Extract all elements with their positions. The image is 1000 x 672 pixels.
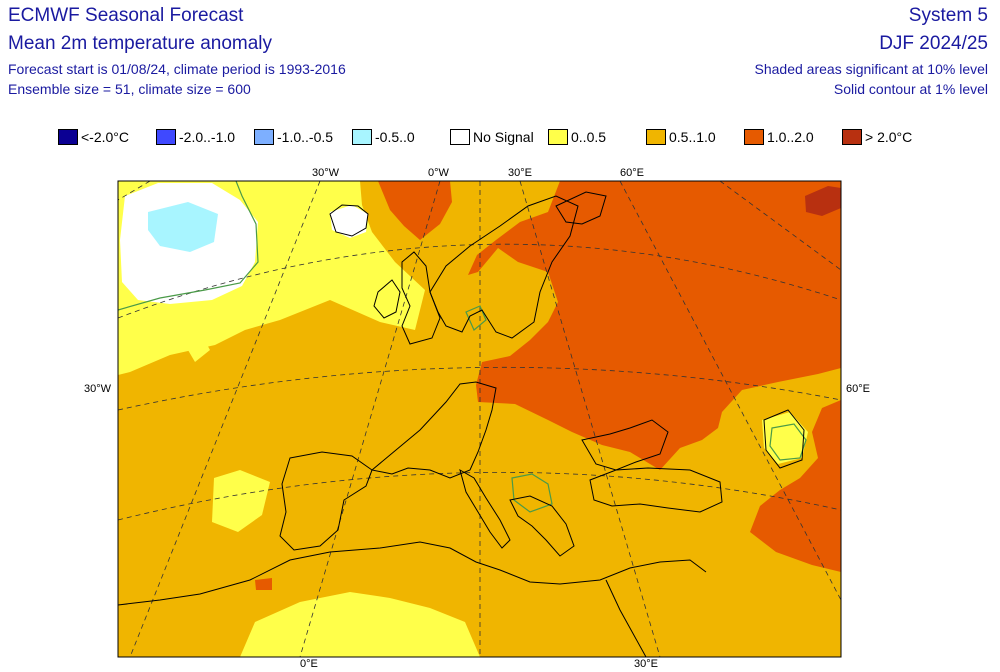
graticule-longitude-line (299, 181, 441, 657)
ensemble-size-text: Ensemble size = 51, climate size = 600 (8, 81, 251, 97)
legend-label: 0..0.5 (571, 129, 607, 145)
color-legend: <-2.0°C -2.0..-1.0 -1.0..-0.5 -0.5..0 No… (58, 127, 958, 147)
graticule-label-left: 30°W (84, 383, 112, 395)
legend-label: > 2.0°C (865, 129, 913, 145)
field-1-0-to-2-0-east (468, 181, 841, 470)
graticule-label-top: 60°E (620, 167, 644, 179)
graticule (118, 181, 841, 657)
legend-swatch (156, 129, 176, 145)
contour-note: Solid contour at 1% level (833, 81, 988, 97)
system-label: System 5 (908, 5, 988, 26)
legend-swatch (450, 129, 470, 145)
significance-contour (511, 473, 553, 513)
field-0-to-0-5-patch (185, 332, 210, 362)
legend-item: -0.5..0 (352, 127, 415, 147)
field-0-to-0-5-africa (240, 592, 480, 657)
legend-label: -1.0..-0.5 (277, 129, 334, 145)
forecast-start-text: Forecast start is 01/08/24, climate peri… (8, 61, 346, 77)
coastline-ireland (373, 279, 401, 319)
coastlines (118, 191, 805, 657)
graticule-label-bottom: 0°E (300, 658, 318, 670)
legend-swatch (744, 129, 764, 145)
graticule-latitude-line (118, 471, 841, 521)
legend-item: <-2.0°C (58, 127, 129, 147)
map-frame (117, 180, 842, 658)
significance-note: Shaded areas significant at 10% level (754, 61, 988, 77)
coastline-black-sea (581, 419, 669, 471)
coastline-kola (555, 191, 607, 225)
legend-swatch (548, 129, 568, 145)
graticule-longitude-line (118, 181, 151, 201)
graticule-longitude-line (519, 181, 661, 657)
legend-item: 0.5..1.0 (646, 127, 716, 147)
significance-contour (769, 423, 807, 461)
coastline-anatolia (589, 467, 723, 513)
coastline-italy (459, 468, 511, 549)
graticule-longitude-line (619, 181, 841, 601)
graticule-label-right: 60°E (846, 383, 870, 395)
graticule-latitude-line (118, 366, 841, 411)
legend-label: 1.0..2.0 (767, 129, 814, 145)
legend-swatch (352, 129, 372, 145)
field-1-0-to-2-0-caspian (750, 400, 841, 572)
legend-swatch (646, 129, 666, 145)
legend-item: > 2.0°C (842, 127, 912, 147)
field-minus-0-5-to-0 (148, 202, 218, 252)
graticule-label-bottom: 30°E (634, 658, 658, 670)
legend-label: -2.0..-1.0 (179, 129, 236, 145)
coastline-iberia (279, 451, 373, 551)
legend-label: 0.5..1.0 (669, 129, 716, 145)
coastline-red-sea (605, 579, 647, 657)
legend-swatch (842, 129, 862, 145)
coastline-balkans (509, 495, 575, 557)
legend-label: -0.5..0 (375, 129, 415, 145)
graticule-label-top: 30°E (508, 167, 532, 179)
significance-contour (465, 305, 487, 331)
season-label: DJF 2024/25 (879, 33, 988, 54)
graticule-longitude-line (719, 181, 841, 271)
significance-contours (118, 181, 807, 513)
legend-label: No Signal (473, 129, 534, 145)
legend-label: <-2.0°C (81, 129, 130, 145)
coastline-britain (401, 251, 441, 345)
legend-item: No Signal (450, 127, 534, 147)
map-subtitle: Mean 2m temperature anomaly (8, 33, 273, 54)
legend-item: -2.0..-1.0 (156, 127, 235, 147)
legend-item: -1.0..-0.5 (254, 127, 333, 147)
field-1-0-to-2-0-north-atlantic (378, 181, 452, 240)
coastline-iceland (329, 204, 369, 237)
graticule-label-top: 30°W (312, 167, 340, 179)
field-above-2-0 (805, 186, 841, 216)
anomaly-fields (118, 181, 841, 657)
coastline-north-africa (118, 541, 707, 606)
significance-contour (118, 181, 259, 311)
graticule-label-top: 0°W (428, 167, 449, 179)
coastline-west-europe (370, 381, 497, 479)
coastline-scandinavia (429, 195, 579, 339)
legend-item: 0..0.5 (548, 127, 606, 147)
legend-item: 1.0..2.0 (744, 127, 814, 147)
field-0-to-0-5-iberia (212, 470, 270, 532)
legend-swatch (58, 129, 78, 145)
coastline-caspian (763, 409, 805, 469)
map-title: ECMWF Seasonal Forecast (8, 5, 244, 26)
field-1-0-to-2-0-patch (255, 578, 272, 590)
field-no-signal-iceland (330, 205, 368, 238)
graticule-longitude-line (129, 181, 321, 657)
legend-swatch (254, 129, 274, 145)
